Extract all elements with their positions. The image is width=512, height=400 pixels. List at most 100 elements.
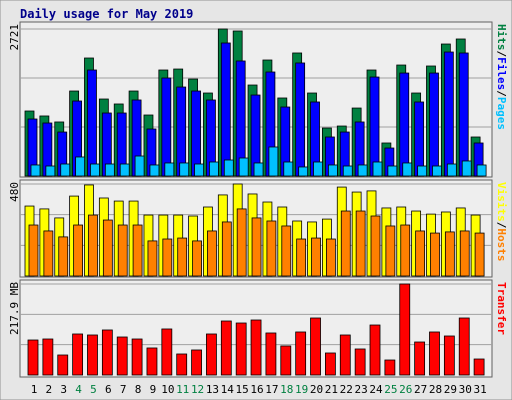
- bar: [459, 230, 470, 277]
- bar: [327, 164, 338, 177]
- bar: [281, 225, 292, 277]
- bar: [253, 162, 264, 177]
- bar: [30, 164, 41, 177]
- bar: [370, 215, 381, 277]
- x-tick-label: 27: [414, 383, 427, 396]
- bar: [194, 163, 204, 177]
- bar: [176, 353, 188, 376]
- legend-entry: Pages: [495, 97, 508, 130]
- x-tick-label: 30: [459, 383, 472, 396]
- legend-entry: Transfer: [495, 282, 508, 335]
- bar: [476, 164, 487, 177]
- bar: [458, 317, 470, 376]
- bar: [164, 162, 175, 177]
- bar: [387, 165, 398, 177]
- x-tick-label: 29: [444, 383, 457, 396]
- legend-entry: Hosts: [495, 228, 508, 261]
- bar: [298, 166, 309, 177]
- bar: [179, 162, 190, 177]
- bar: [399, 283, 411, 376]
- bar: [268, 146, 279, 177]
- bar: [342, 165, 353, 177]
- x-tick-label: 7: [120, 383, 127, 396]
- x-tick-label: 11: [176, 383, 189, 396]
- x-tick-label: 15: [236, 383, 249, 396]
- bar: [250, 319, 262, 376]
- bar: [58, 236, 69, 277]
- legend: Hits/Files/Pages: [495, 24, 508, 130]
- bar: [399, 72, 410, 177]
- bar: [400, 224, 411, 277]
- bar: [207, 230, 217, 277]
- bar: [45, 165, 56, 177]
- bar: [474, 232, 485, 277]
- bar: [90, 163, 100, 177]
- bar: [27, 339, 39, 376]
- bar: [265, 332, 277, 376]
- x-tick-label: 3: [60, 383, 67, 396]
- bar: [57, 354, 69, 376]
- bar: [191, 90, 201, 177]
- bar: [385, 225, 396, 277]
- bar: [72, 333, 84, 376]
- bar: [339, 334, 351, 376]
- bar: [473, 358, 485, 376]
- x-tick-label: 14: [221, 383, 235, 396]
- bar: [192, 240, 202, 277]
- x-tick-label: 12: [191, 383, 204, 396]
- bar: [283, 161, 294, 177]
- legend-entry: Files: [495, 57, 508, 90]
- bar: [280, 345, 292, 376]
- bar: [417, 165, 428, 177]
- bar: [415, 230, 426, 277]
- bar: [295, 331, 307, 376]
- bar: [161, 328, 173, 376]
- x-tick-label: 28: [429, 383, 442, 396]
- y-tick-label: 2721: [8, 24, 21, 51]
- x-tick-label: 10: [161, 383, 174, 396]
- bar: [235, 322, 247, 376]
- bar: [88, 214, 98, 277]
- bar: [313, 161, 323, 177]
- y-tick-label: 480: [8, 182, 21, 202]
- bar: [73, 224, 84, 277]
- bar: [131, 338, 143, 376]
- bar: [236, 208, 247, 277]
- x-tick-label: 5: [90, 383, 97, 396]
- x-tick-label: 23: [355, 383, 368, 396]
- bar: [414, 101, 425, 177]
- bar: [101, 329, 113, 376]
- legend: Visits/Hosts: [495, 182, 508, 262]
- bar: [446, 163, 457, 177]
- bar: [458, 52, 469, 177]
- x-tick-label: 13: [206, 383, 219, 396]
- bar: [443, 51, 454, 177]
- bar: [414, 341, 426, 376]
- x-tick-label: 9: [150, 383, 157, 396]
- bar: [429, 331, 440, 376]
- legend-separator: /: [495, 222, 508, 229]
- bar: [310, 317, 321, 376]
- bar: [75, 156, 86, 177]
- x-tick-label: 26: [399, 383, 412, 396]
- bar: [161, 77, 172, 177]
- bar: [119, 163, 130, 177]
- x-tick-label: 22: [340, 383, 353, 396]
- bar: [177, 237, 188, 277]
- legend-separator: /: [495, 51, 508, 58]
- x-tick-label: 17: [265, 383, 278, 396]
- bar: [369, 76, 380, 177]
- bar: [147, 240, 158, 277]
- bar: [146, 347, 158, 376]
- bar: [42, 338, 54, 376]
- bar: [432, 165, 442, 177]
- bar: [354, 348, 366, 376]
- bar: [430, 232, 440, 277]
- x-tick-label: 6: [105, 383, 112, 396]
- bar: [355, 210, 366, 277]
- x-tick-label: 25: [384, 383, 397, 396]
- bar: [220, 42, 231, 177]
- bar: [340, 210, 351, 277]
- bar: [324, 352, 336, 376]
